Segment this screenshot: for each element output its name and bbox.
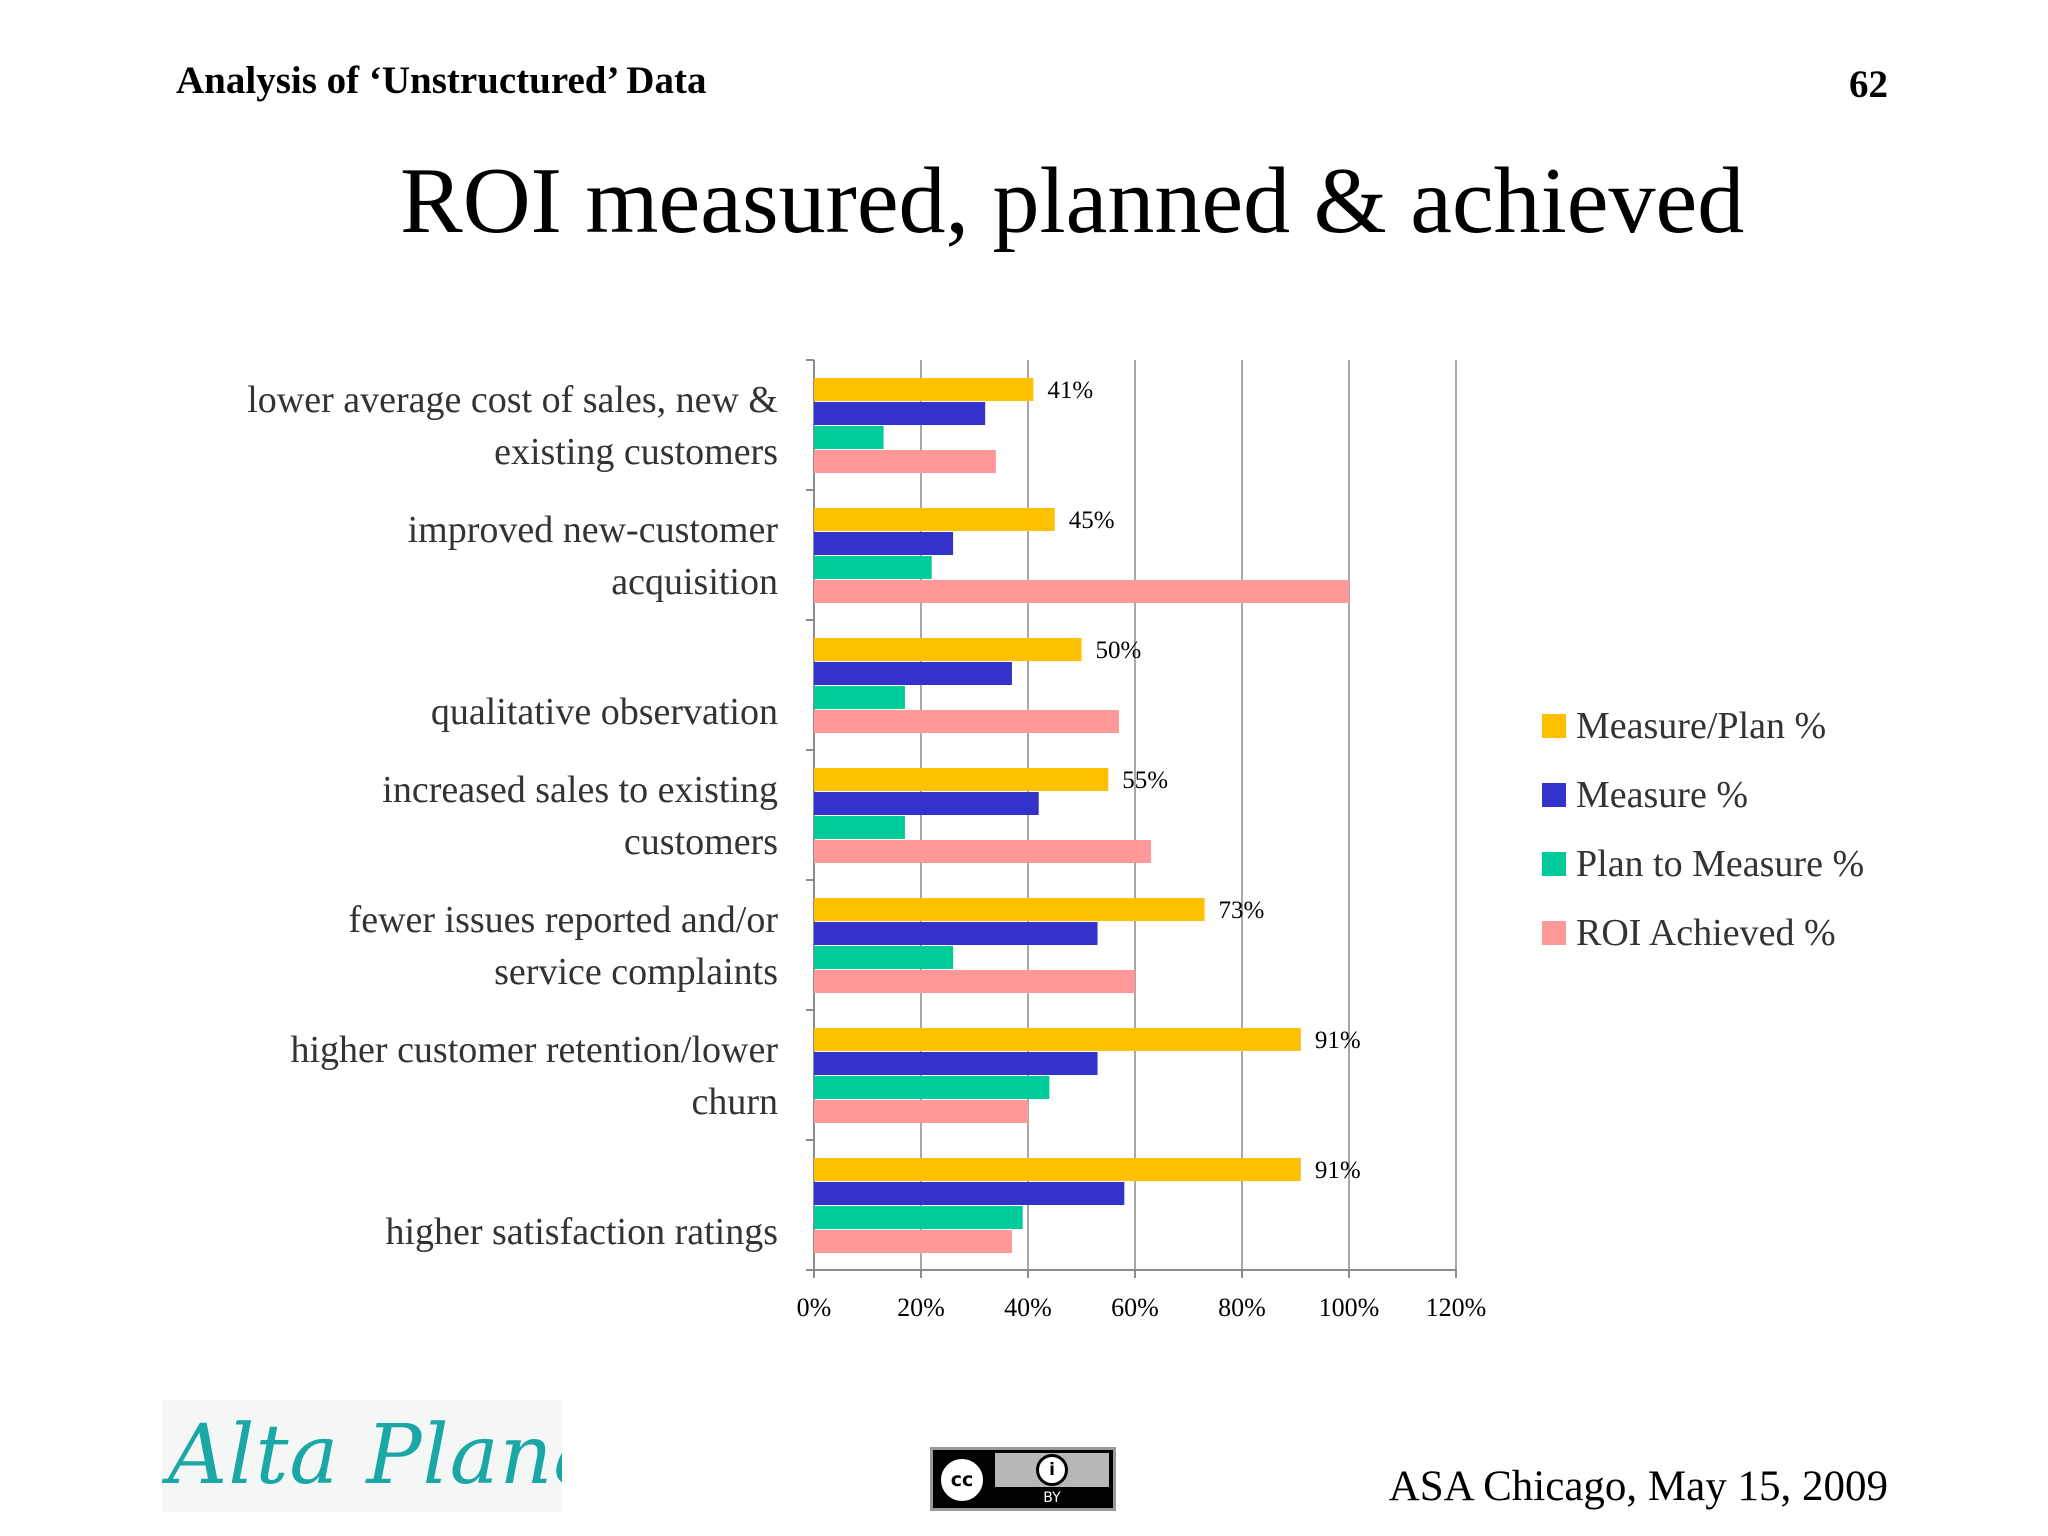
badge-by-label: BY bbox=[1043, 1490, 1061, 1506]
legend-swatch bbox=[1542, 921, 1566, 945]
bar bbox=[814, 1100, 1028, 1123]
bar bbox=[814, 580, 1349, 603]
bar bbox=[814, 792, 1039, 815]
category-label-line: customers bbox=[624, 821, 778, 863]
category-label: higher customer retention/lower churn bbox=[290, 1029, 778, 1123]
bar bbox=[814, 922, 1098, 945]
category-label: increased sales to existing customers bbox=[382, 769, 778, 863]
category-label-line: fewer issues reported and/or bbox=[349, 899, 779, 941]
bar bbox=[814, 1158, 1301, 1181]
header-title: Analysis of ‘Unstructured’ Data bbox=[176, 59, 707, 102]
legend-swatch bbox=[1542, 714, 1566, 738]
bar bbox=[814, 970, 1135, 993]
bar bbox=[814, 532, 954, 555]
bar bbox=[814, 1182, 1125, 1205]
category-label: lower average cost of sales, new & existi… bbox=[247, 379, 778, 473]
data-label: 91% bbox=[1315, 1027, 1361, 1054]
bar bbox=[814, 710, 1119, 733]
x-tick-label: 80% bbox=[1218, 1293, 1266, 1322]
bar bbox=[814, 1230, 1012, 1253]
category-label-line: lower average cost of sales, new & bbox=[247, 379, 778, 421]
data-label: 55% bbox=[1122, 767, 1168, 794]
data-label: 91% bbox=[1315, 1157, 1361, 1184]
bar bbox=[814, 638, 1082, 661]
category-label: fewer issues reported and/or service comp… bbox=[349, 899, 779, 993]
category-label: higher satisfaction ratings bbox=[385, 1211, 778, 1253]
bar bbox=[814, 378, 1034, 401]
category-label-line: qualitative observation bbox=[431, 691, 778, 733]
x-tick-label: 40% bbox=[1004, 1293, 1052, 1322]
category-label-line: churn bbox=[691, 1081, 778, 1123]
legend-label: Measure/Plan % bbox=[1576, 705, 1826, 747]
category-label-line: service complaints bbox=[494, 951, 778, 993]
x-tick-label: 0% bbox=[797, 1293, 832, 1322]
x-tick-label: 100% bbox=[1319, 1293, 1380, 1322]
attribution-person-icon: i bbox=[1036, 1454, 1068, 1486]
category-label: improved new-customer acquisition bbox=[408, 509, 779, 603]
bar bbox=[814, 946, 954, 969]
bar bbox=[814, 1028, 1301, 1051]
x-tick-label: 60% bbox=[1111, 1293, 1159, 1322]
alta-plana-logo: Alta Plana bbox=[162, 1400, 562, 1512]
bar bbox=[814, 816, 905, 839]
bar bbox=[814, 768, 1109, 791]
slide-number: 62 bbox=[1849, 63, 1888, 106]
bar bbox=[814, 426, 884, 449]
bar bbox=[814, 1052, 1098, 1075]
x-tick-label: 20% bbox=[897, 1293, 945, 1322]
bar bbox=[814, 556, 932, 579]
bar bbox=[814, 450, 996, 473]
bar bbox=[814, 898, 1205, 921]
bar bbox=[814, 402, 986, 425]
legend-label: Measure % bbox=[1576, 774, 1748, 816]
footer-event: ASA Chicago, May 15, 2009 bbox=[1388, 1463, 1888, 1510]
bar bbox=[814, 686, 905, 709]
category-label-line: higher customer retention/lower bbox=[290, 1029, 778, 1071]
category-label-line: higher satisfaction ratings bbox=[385, 1211, 778, 1253]
category-label: qualitative observation bbox=[431, 691, 778, 733]
category-label-line: increased sales to existing bbox=[382, 769, 778, 811]
category-label-line: improved new-customer bbox=[408, 509, 779, 551]
bar bbox=[814, 840, 1152, 863]
data-label: 45% bbox=[1069, 507, 1115, 534]
x-tick-label: 120% bbox=[1426, 1293, 1487, 1322]
bar bbox=[814, 508, 1055, 531]
creative-commons-icon: cc bbox=[937, 1455, 987, 1505]
legend-swatch bbox=[1542, 783, 1566, 807]
legend-swatch bbox=[1542, 852, 1566, 876]
cc-by-license-badge: cc i BY bbox=[930, 1447, 1116, 1511]
bar bbox=[814, 1076, 1050, 1099]
data-label: 50% bbox=[1096, 637, 1142, 664]
bar bbox=[814, 662, 1012, 685]
category-label-line: acquisition bbox=[611, 561, 778, 603]
slide-title: ROI measured, planned & achieved bbox=[400, 149, 1745, 253]
category-label-line: existing customers bbox=[494, 431, 778, 473]
data-label: 41% bbox=[1047, 377, 1093, 404]
legend-label: ROI Achieved % bbox=[1576, 912, 1836, 954]
legend-label: Plan to Measure % bbox=[1576, 843, 1864, 885]
data-label: 73% bbox=[1219, 897, 1265, 924]
bar bbox=[814, 1206, 1023, 1229]
